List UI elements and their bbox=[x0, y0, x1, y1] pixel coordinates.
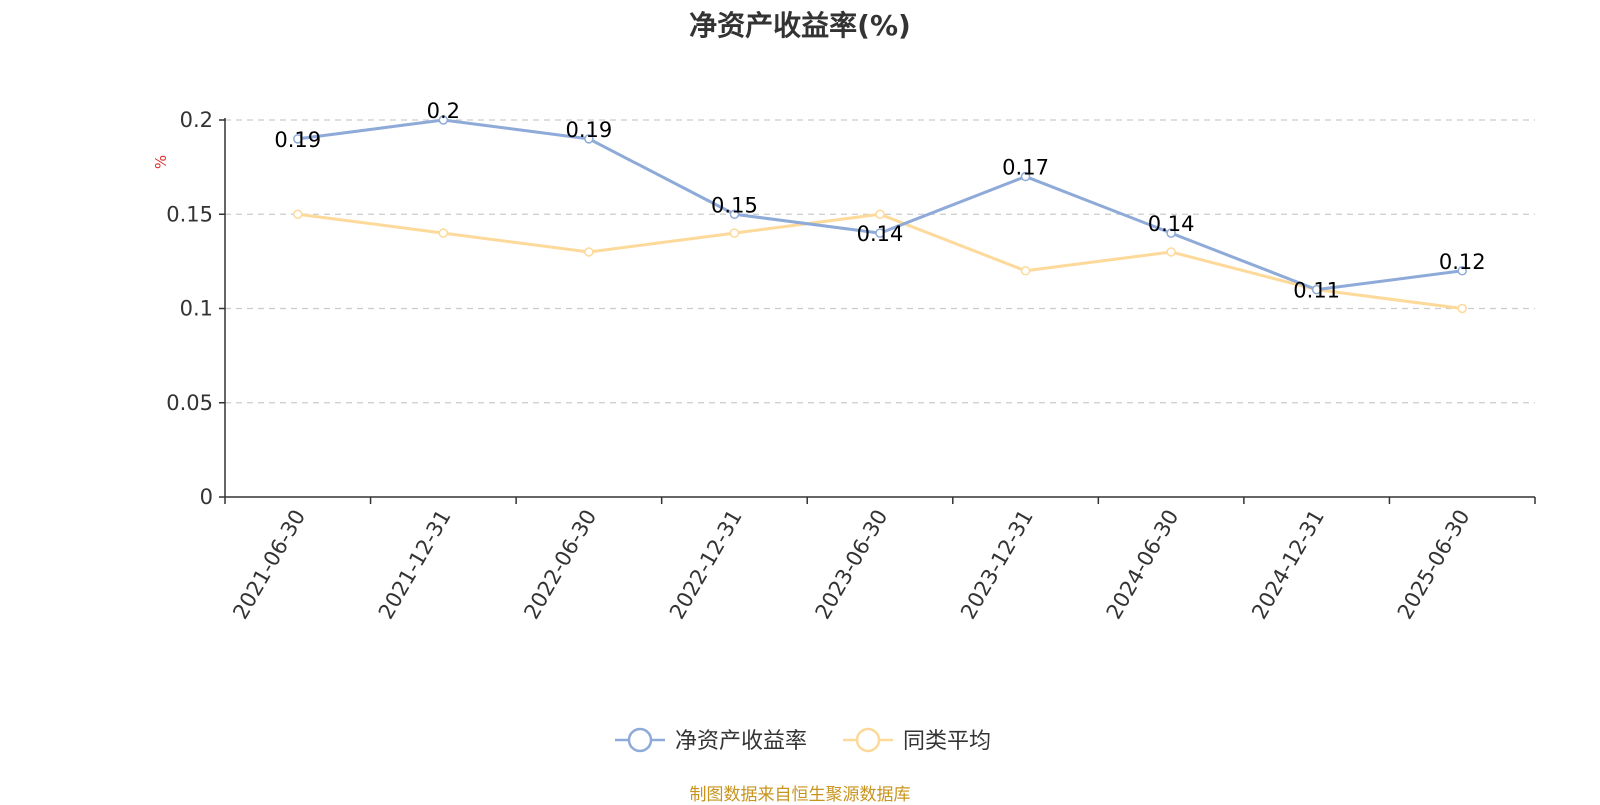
y-tick-label-0: 0 bbox=[200, 485, 213, 509]
series-1-point-5 bbox=[1020, 266, 1031, 276]
series-line-0 bbox=[297, 118, 1463, 292]
x-tick-label-0: 2021-06-30 bbox=[228, 506, 310, 624]
data-label-6: 0.14 bbox=[1148, 212, 1195, 236]
series-1-point-6 bbox=[1166, 247, 1176, 257]
x-tick-label-7: 2024-12-31 bbox=[1247, 506, 1329, 624]
data-label-4: 0.14 bbox=[857, 222, 904, 246]
x-tick-label-2: 2022-06-30 bbox=[519, 506, 601, 624]
series-0-point-2 bbox=[584, 134, 594, 144]
axes bbox=[219, 118, 1536, 504]
y-axis-ticks: 0 0.05 0.1 0.15 0.2 bbox=[166, 108, 213, 509]
data-label-3: 0.15 bbox=[711, 193, 758, 217]
data-source-note: 制图数据来自恒生聚源数据库 bbox=[689, 785, 911, 805]
series-0-point-1 bbox=[438, 115, 449, 125]
x-tick-label-1: 2021-12-31 bbox=[374, 506, 456, 624]
legend: 净资产收益率 同类平均 bbox=[615, 727, 991, 754]
legend-marker-0 bbox=[627, 727, 653, 753]
y-tick-label-2: 0.1 bbox=[180, 297, 213, 321]
series-1-point-4 bbox=[875, 209, 885, 219]
y-tick-label-3: 0.15 bbox=[166, 202, 213, 226]
series-1-point-3 bbox=[729, 228, 740, 238]
grid-lines bbox=[225, 119, 1535, 404]
y-tick-label-4: 0.2 bbox=[180, 108, 213, 132]
x-tick-label-3: 2022-12-31 bbox=[665, 506, 747, 624]
data-label-5: 0.17 bbox=[1002, 156, 1049, 180]
data-labels: 0.19 0.2 0.19 0.15 0.14 0.17 0.14 0.11 0.12 bbox=[274, 99, 1485, 303]
series-0-point-3 bbox=[729, 209, 740, 219]
data-label-2: 0.19 bbox=[566, 118, 613, 142]
series-group bbox=[293, 115, 1467, 314]
series-0-point-6 bbox=[1166, 228, 1176, 238]
data-label-8: 0.12 bbox=[1439, 250, 1486, 274]
series-1-point-1 bbox=[438, 228, 449, 238]
legend-marker-1 bbox=[855, 727, 881, 753]
series-0-point-7 bbox=[1311, 284, 1322, 295]
series-0-point-8 bbox=[1457, 266, 1467, 276]
legend-label-1: 同类平均 bbox=[903, 729, 991, 754]
x-tick-label-5: 2023-12-31 bbox=[956, 506, 1038, 624]
series-0-point-4 bbox=[875, 228, 885, 238]
legend-label-0: 净资产收益率 bbox=[675, 729, 807, 754]
x-tick-label-6: 2024-06-30 bbox=[1102, 506, 1184, 624]
series-0-point-5 bbox=[1020, 171, 1031, 182]
series-1-point-8 bbox=[1457, 303, 1467, 314]
chart-title: 净资产收益率(%) bbox=[689, 9, 911, 42]
data-label-7: 0.11 bbox=[1293, 279, 1340, 303]
data-label-0: 0.19 bbox=[274, 128, 321, 152]
y-tick-label-1: 0.05 bbox=[166, 391, 213, 415]
y-axis-label: % bbox=[152, 155, 170, 169]
x-tick-label-4: 2023-06-30 bbox=[811, 506, 893, 624]
data-label-1: 0.2 bbox=[427, 99, 460, 123]
series-0-point-0 bbox=[293, 134, 303, 144]
series-1-point-0 bbox=[293, 209, 303, 219]
x-axis-ticks: 2021-06-30 2021-12-31 2022-06-30 2022-12-31… bbox=[228, 506, 1474, 624]
series-1-point-2 bbox=[584, 247, 594, 257]
x-tick-label-8: 2025-06-30 bbox=[1393, 506, 1475, 624]
